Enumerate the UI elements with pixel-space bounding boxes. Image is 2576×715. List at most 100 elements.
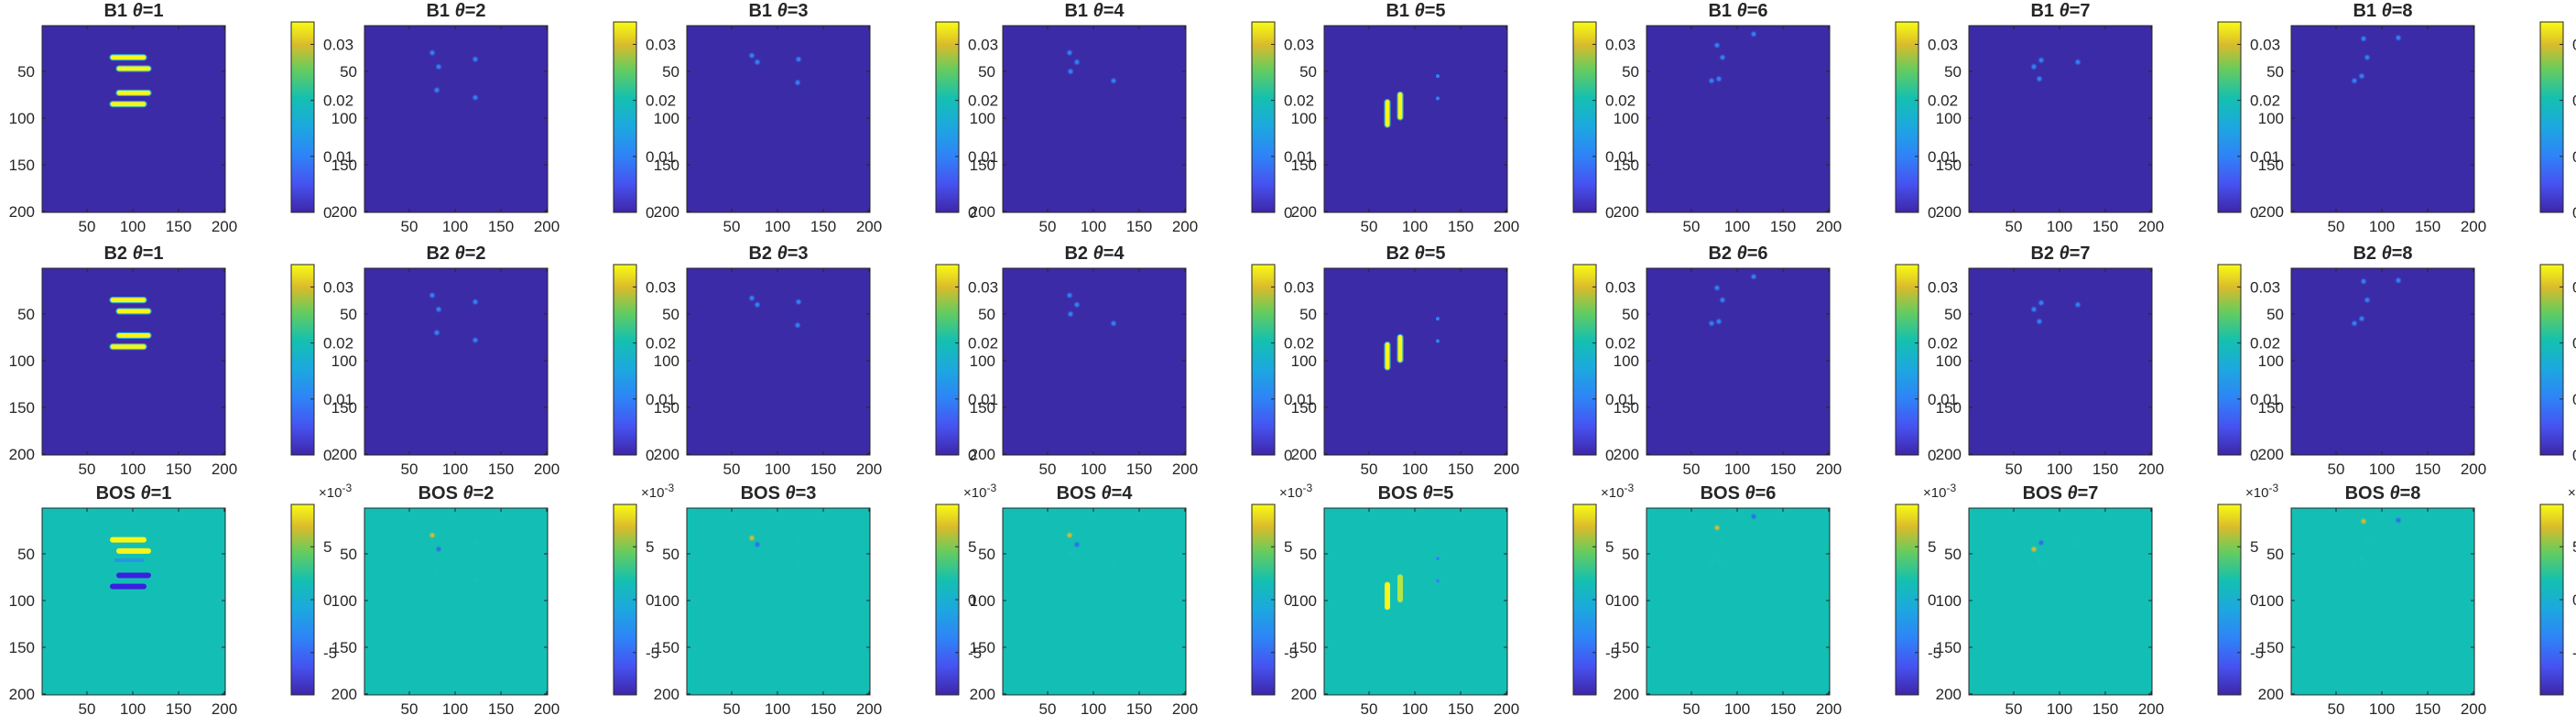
- colorbar-multiplier: ×10-3: [1923, 482, 1956, 501]
- panel-title-theta: θ: [1101, 483, 1111, 504]
- x-tick-label: 50: [79, 700, 96, 715]
- colorbar-tick-label: 0.03: [1284, 36, 1314, 53]
- axes-box: [1323, 25, 1508, 213]
- colorbar-tick-label: 0.02: [1928, 335, 1958, 352]
- axes-box: [1968, 507, 2153, 696]
- x-tick-label: 150: [166, 460, 191, 478]
- feature-spot: [2037, 558, 2042, 564]
- panel-title-label: B2: [426, 244, 454, 264]
- colorbar-tick-label: 0: [2572, 447, 2576, 464]
- panel-title: BOS θ=7: [2023, 483, 2099, 504]
- panel-title-value: =4: [1103, 244, 1125, 264]
- y-tick-label: 150: [1614, 639, 1639, 656]
- colorbar: [290, 504, 315, 696]
- feature-spot: [1436, 74, 1440, 79]
- feature-bar: [116, 572, 151, 579]
- x-tick-label: 100: [1081, 460, 1106, 478]
- panel-title-value: =7: [2078, 483, 2099, 504]
- x-tick-label: 150: [2092, 460, 2118, 478]
- x-tick-label: 150: [2092, 218, 2118, 235]
- x-tick-label: 200: [1494, 218, 1519, 235]
- y-tick-label: 150: [332, 157, 357, 174]
- feature-bar: [115, 65, 152, 72]
- panel-title-label: B1: [1708, 1, 1736, 21]
- panel-title-value: =7: [2070, 244, 2091, 264]
- panel-title-value: =1: [143, 1, 164, 21]
- y-tick-label: 50: [1299, 306, 1317, 323]
- colorbar-tick-label: 0.02: [1928, 92, 1958, 110]
- x-tick-label: 100: [120, 460, 146, 478]
- x-tick-label: 150: [1126, 700, 1152, 715]
- panel-b1-theta-7: B1 θ=7 50 100 150 200 50 100 150 200 0 0.01 0.02 0.0…: [1936, 1, 2280, 235]
- x-tick-label: 50: [1361, 700, 1378, 715]
- image-background: [364, 508, 548, 695]
- colorbar: [290, 264, 315, 456]
- colorbar: [2539, 504, 2564, 696]
- x-tick-label: 150: [1770, 218, 1796, 235]
- feature-spot: [2364, 55, 2370, 60]
- colorbar-tick-label: 5: [968, 538, 976, 556]
- axes-box: [1002, 25, 1187, 213]
- y-tick-label: 150: [1614, 399, 1639, 417]
- panel-title-theta: θ: [1745, 483, 1755, 504]
- colorbar-multiplier-base: ×10: [2568, 485, 2576, 501]
- y-tick-label: 50: [1944, 63, 1962, 81]
- colorbar-tick-label: 0: [2250, 204, 2258, 222]
- feature-spot: [2364, 298, 2370, 303]
- axes-box: [2290, 267, 2475, 456]
- panel-title-theta: θ: [1737, 244, 1747, 264]
- colorbar-tick-label: 0.03: [323, 36, 353, 53]
- x-tick-label: 200: [2461, 218, 2486, 235]
- feature-spot: [1436, 557, 1440, 561]
- y-tick-label: 150: [970, 399, 995, 417]
- x-tick-label: 150: [810, 460, 836, 478]
- y-tick-label: 100: [2258, 592, 2284, 610]
- y-tick-label: 50: [1299, 546, 1317, 563]
- feature-spot: [1111, 78, 1116, 83]
- colorbar-tick-label: 0.03: [646, 36, 676, 53]
- x-tick-label: 100: [2047, 700, 2072, 715]
- image-background: [1324, 268, 1507, 455]
- colorbar-tick-label: 5: [646, 538, 654, 556]
- y-tick-label: 50: [17, 546, 35, 563]
- axes-box: [41, 25, 226, 213]
- colorbar-multiplier-exponent: -3: [664, 482, 674, 494]
- y-tick-label: 150: [9, 399, 35, 417]
- axes-box: [1002, 267, 1187, 456]
- y-tick-label: 100: [1291, 110, 1317, 127]
- y-tick-label: 50: [2266, 63, 2284, 81]
- y-tick-label: 100: [9, 110, 35, 127]
- image-background: [1969, 268, 2152, 455]
- colorbar-tick-label: 0: [1928, 447, 1936, 464]
- panel-title-label: BOS: [1057, 483, 1102, 504]
- panel-title-label: BOS: [2023, 483, 2068, 504]
- feature-spot: [2396, 517, 2401, 523]
- panel-title-label: B1: [2030, 1, 2059, 21]
- y-tick-label: 100: [2258, 110, 2284, 127]
- panel-title-value: =8: [2392, 1, 2413, 21]
- colorbar-tick-label: 0: [968, 447, 976, 464]
- x-tick-label: 50: [1361, 218, 1378, 235]
- feature-spot: [2361, 518, 2366, 524]
- panel-title-value: =6: [1755, 483, 1777, 504]
- colorbar: [1251, 21, 1276, 213]
- image-background: [1003, 26, 1186, 212]
- colorbar-tick-label: 0.02: [1605, 335, 1636, 352]
- feature-spot: [1751, 514, 1756, 519]
- colorbar-tick-label: 0: [323, 447, 332, 464]
- x-tick-label: 100: [2047, 218, 2072, 235]
- colorbar-multiplier-base: ×10: [641, 485, 664, 501]
- x-tick-label: 200: [2138, 700, 2164, 715]
- y-tick-label: 200: [9, 203, 35, 221]
- x-tick-label: 50: [401, 460, 418, 478]
- x-tick-label: 100: [1724, 460, 1750, 478]
- colorbar-tick-label: 5: [1928, 538, 1936, 556]
- colorbar: [1572, 21, 1597, 213]
- colorbar-tick-label: -5: [1928, 645, 1941, 662]
- colorbar-tick-label: 0: [2572, 204, 2576, 222]
- feature-spot: [1074, 60, 1080, 65]
- panel-title-theta: θ: [777, 244, 788, 264]
- colorbar-multiplier-base: ×10: [2245, 485, 2268, 501]
